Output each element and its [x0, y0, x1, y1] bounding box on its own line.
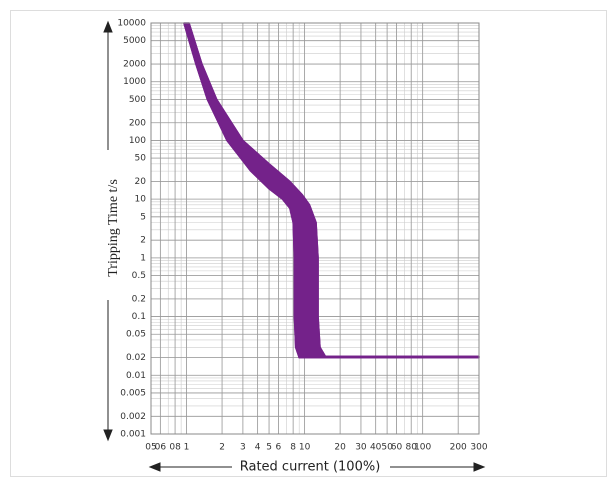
y-tick-label: 10	[135, 195, 147, 205]
axis-arrows	[103, 20, 486, 472]
x-tick-label: 1	[184, 443, 190, 453]
y-tick-label: 10000	[117, 19, 146, 29]
y-tick-label: 20	[135, 177, 147, 187]
y-tick-label: 0.1	[132, 312, 146, 322]
x-tick-label: 60	[391, 443, 403, 453]
y-tick-label: 2000	[123, 60, 146, 70]
x-tick-label: 10	[299, 443, 311, 453]
x-axis-label: Rated current (100%)	[240, 460, 381, 475]
y-tick-label: 200	[129, 118, 146, 128]
x-tick-label: 80	[406, 443, 418, 453]
y-tick-label: 0.001	[120, 430, 146, 440]
y-tick-label: 500	[129, 95, 146, 105]
x-tick-label: 06	[155, 443, 167, 453]
x-tick-label: 08	[169, 443, 181, 453]
y-tick-label: 0.005	[120, 388, 146, 398]
x-tick-label: 4	[255, 443, 261, 453]
y-tick-label: 2	[140, 236, 146, 246]
x-tick-label: 30	[355, 443, 367, 453]
y-tick-label: 1	[140, 253, 146, 263]
x-tick-label: 50	[381, 443, 393, 453]
x-tick-label: 5	[266, 443, 272, 453]
x-tick-label: 300	[470, 443, 487, 453]
x-tick-label: 2	[219, 443, 225, 453]
band-edge	[183, 22, 479, 359]
y-tick-label: 1000	[123, 77, 146, 87]
y-tick-label: 0.5	[132, 271, 146, 281]
x-tick-label: 200	[450, 443, 467, 453]
y-tick-label: 0.05	[126, 330, 146, 340]
y-tick-label: 100	[129, 136, 146, 146]
band-fill	[183, 22, 480, 359]
y-tick-label: 0.002	[120, 412, 146, 422]
plot-border	[150, 22, 480, 435]
x-tick-label: 05	[145, 443, 156, 453]
y-tick-label: 50	[135, 154, 147, 164]
x-tick-label: 20	[334, 443, 346, 453]
y-axis-label: Tripping Time t/s	[106, 179, 121, 277]
y-tick-label: 5000	[123, 36, 146, 46]
marks	[183, 22, 480, 359]
y-tick-label: 0.01	[126, 371, 146, 381]
x-tick-label: 3	[240, 443, 246, 453]
x-tick-label: 100	[414, 443, 431, 453]
x-tick-label: 8	[290, 443, 296, 453]
x-tick-label: 6	[276, 443, 282, 453]
y-tick-label: 5	[140, 212, 146, 222]
band-edge	[188, 22, 479, 358]
x-tick-label: 40	[370, 443, 382, 453]
y-tick-label: 0.02	[126, 353, 146, 363]
y-tick-label: 0.2	[132, 294, 146, 304]
